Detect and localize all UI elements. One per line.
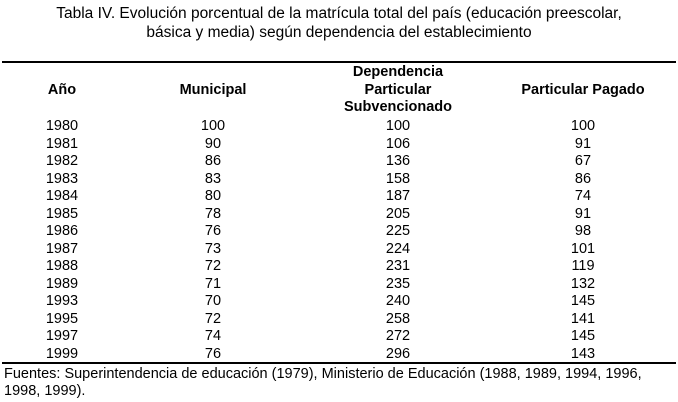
cell-pagado: 100 bbox=[570, 118, 596, 134]
cell-subvencionado: 240 bbox=[385, 293, 411, 309]
cell-subvencionado: 235 bbox=[385, 275, 411, 292]
cell-pagado: 145 bbox=[570, 293, 596, 309]
cell-municipal: 76 bbox=[204, 223, 222, 239]
header-pagado: Particular Pagado bbox=[521, 82, 645, 98]
cell-subvencionado: 205 bbox=[385, 205, 411, 222]
cell-subvencionado: 296 bbox=[385, 345, 411, 362]
table-top-rule bbox=[2, 61, 676, 63]
cell-municipal: 100 bbox=[200, 118, 226, 134]
cell-pagado: 67 bbox=[574, 153, 592, 169]
cell-pagado: 143 bbox=[570, 345, 596, 362]
header-municipal: Municipal bbox=[179, 82, 247, 98]
cell-pagado: 91 bbox=[574, 205, 592, 222]
cell-subvencionado: 258 bbox=[385, 310, 411, 327]
cell-municipal: 72 bbox=[204, 258, 222, 274]
cell-year: 1995 bbox=[45, 310, 79, 327]
header-year: Año bbox=[47, 82, 77, 98]
cell-municipal: 86 bbox=[204, 153, 222, 169]
cell-year: 1997 bbox=[45, 328, 79, 344]
table-bottom-rule bbox=[2, 362, 676, 364]
cell-municipal: 83 bbox=[204, 170, 222, 187]
cell-subvencionado: 158 bbox=[385, 170, 411, 187]
cell-year: 1987 bbox=[45, 240, 79, 257]
cell-subvencionado: 187 bbox=[385, 188, 411, 204]
cell-municipal: 72 bbox=[204, 310, 222, 327]
caption-line-1: Tabla IV. Evolución porcentual de la mat… bbox=[56, 5, 622, 22]
cell-pagado: 119 bbox=[571, 258, 595, 274]
cell-municipal: 78 bbox=[204, 205, 222, 222]
cell-municipal: 90 bbox=[204, 135, 222, 152]
cell-pagado: 132 bbox=[570, 275, 596, 292]
cell-year: 1985 bbox=[45, 205, 79, 222]
cell-municipal: 76 bbox=[204, 345, 222, 362]
header-subvencionado-line-1: Particular bbox=[364, 82, 432, 98]
cell-year: 1981 bbox=[45, 135, 79, 152]
cell-subvencionado: 106 bbox=[385, 135, 411, 152]
cell-year: 1999 bbox=[45, 345, 79, 362]
cell-subvencionado: 136 bbox=[385, 153, 411, 169]
cell-pagado: 86 bbox=[574, 170, 592, 187]
cell-municipal: 71 bbox=[204, 275, 222, 292]
cell-pagado: 74 bbox=[574, 188, 592, 204]
cell-year: 1986 bbox=[45, 223, 79, 239]
header-subvencionado-line-2: Subvencionado bbox=[344, 99, 452, 115]
cell-municipal: 80 bbox=[204, 188, 222, 204]
cell-pagado: 91 bbox=[574, 135, 592, 152]
cell-year: 1980 bbox=[45, 118, 79, 134]
cell-municipal: 73 bbox=[204, 240, 222, 257]
cell-municipal: 70 bbox=[204, 293, 222, 309]
table-footer-sources: Fuentes: Superintendencia de educación (… bbox=[4, 366, 642, 399]
cell-subvencionado: 224 bbox=[385, 240, 411, 257]
cell-year: 1993 bbox=[45, 293, 79, 309]
cell-subvencionado: 100 bbox=[385, 118, 411, 134]
caption-line-2: básica y media) según dependencia del es… bbox=[146, 24, 532, 41]
cell-pagado: 98 bbox=[574, 223, 592, 239]
cell-year: 1983 bbox=[45, 170, 79, 187]
cell-pagado: 145 bbox=[570, 328, 596, 344]
cell-subvencionado: 272 bbox=[385, 328, 411, 344]
cell-subvencionado: 231 bbox=[385, 258, 411, 274]
group-header-dependencia: Dependencia bbox=[352, 64, 444, 80]
cell-year: 1988 bbox=[45, 258, 79, 274]
cell-year: 1982 bbox=[45, 153, 79, 169]
cell-year: 1989 bbox=[45, 275, 79, 292]
cell-municipal: 74 bbox=[204, 328, 222, 344]
cell-pagado: 101 bbox=[570, 240, 596, 257]
table-caption: Tabla IV. Evolución porcentual de la mat… bbox=[0, 4, 678, 42]
cell-year: 1984 bbox=[45, 188, 79, 204]
cell-pagado: 141 bbox=[570, 310, 596, 327]
cell-subvencionado: 225 bbox=[385, 223, 411, 239]
